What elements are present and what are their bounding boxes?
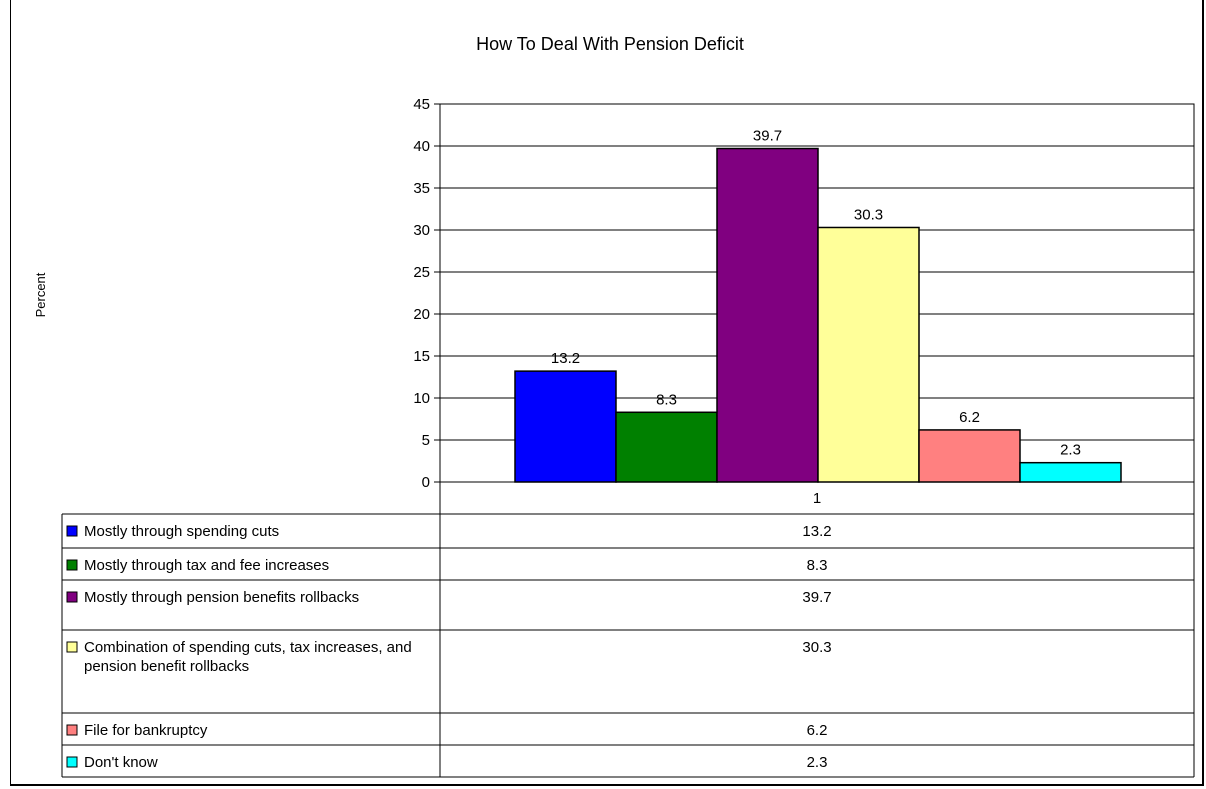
bar-series <box>514 147 1122 483</box>
y-tick-label: 35 <box>413 180 430 197</box>
y-tick-label: 10 <box>413 390 430 407</box>
bar <box>817 226 920 483</box>
y-tick-label: 30 <box>413 222 430 239</box>
data-label: 6.2 <box>959 409 980 426</box>
legend-entry: Don't know <box>84 754 158 771</box>
legend-swatch <box>66 756 78 768</box>
data-label: 2.3 <box>1060 442 1081 459</box>
data-label: 13.2 <box>551 350 580 367</box>
y-tick-label: 20 <box>413 306 430 323</box>
table-value: 30.3 <box>802 639 831 656</box>
data-label: 8.3 <box>656 391 677 408</box>
bar <box>1019 461 1122 483</box>
legend-entry: Mostly through tax and fee increases <box>84 557 329 574</box>
table-value: 13.2 <box>802 523 831 540</box>
table-value: 6.2 <box>807 722 828 739</box>
legend-swatch <box>66 591 78 603</box>
legend-swatch <box>66 641 78 653</box>
bar <box>615 411 718 483</box>
legend-entry: Mostly through pension benefits rollback… <box>84 589 359 606</box>
y-tick-label: 40 <box>413 138 430 155</box>
x-category-label: 1 <box>813 490 821 507</box>
legend-swatch <box>66 559 78 571</box>
bar <box>918 429 1021 483</box>
legend-entry: Combination of spending cuts, tax increa… <box>84 639 412 675</box>
data-table: 1 Mostly through spending cuts 13.2 Mostly … <box>61 482 1195 778</box>
y-axis-label: Percent <box>33 272 48 317</box>
chart-title: How To Deal With Pension Deficit <box>476 34 744 54</box>
legend-entry: Mostly through spending cuts <box>84 523 279 540</box>
plot-area-border <box>439 103 1195 483</box>
data-labels: 13.2 8.3 39.7 30.3 6.2 2.3 <box>551 128 1081 459</box>
legend-entry: File for bankruptcy <box>84 722 208 739</box>
table-value: 39.7 <box>802 589 831 606</box>
y-axis: 0 5 10 15 20 25 30 35 40 45 <box>413 96 1195 491</box>
legend-swatch <box>66 724 78 736</box>
y-tick-label: 45 <box>413 96 430 113</box>
y-tick-label: 0 <box>422 474 430 491</box>
data-label: 39.7 <box>753 128 782 145</box>
legend-swatch <box>66 525 78 537</box>
y-tick-label: 25 <box>413 264 430 281</box>
table-value: 2.3 <box>807 754 828 771</box>
y-tick-label: 15 <box>413 348 430 365</box>
bar <box>716 147 819 483</box>
bar <box>514 370 617 483</box>
table-value: 8.3 <box>807 557 828 574</box>
chart-frame <box>10 0 1204 786</box>
data-label: 30.3 <box>854 206 883 223</box>
y-tick-label: 5 <box>422 432 430 449</box>
